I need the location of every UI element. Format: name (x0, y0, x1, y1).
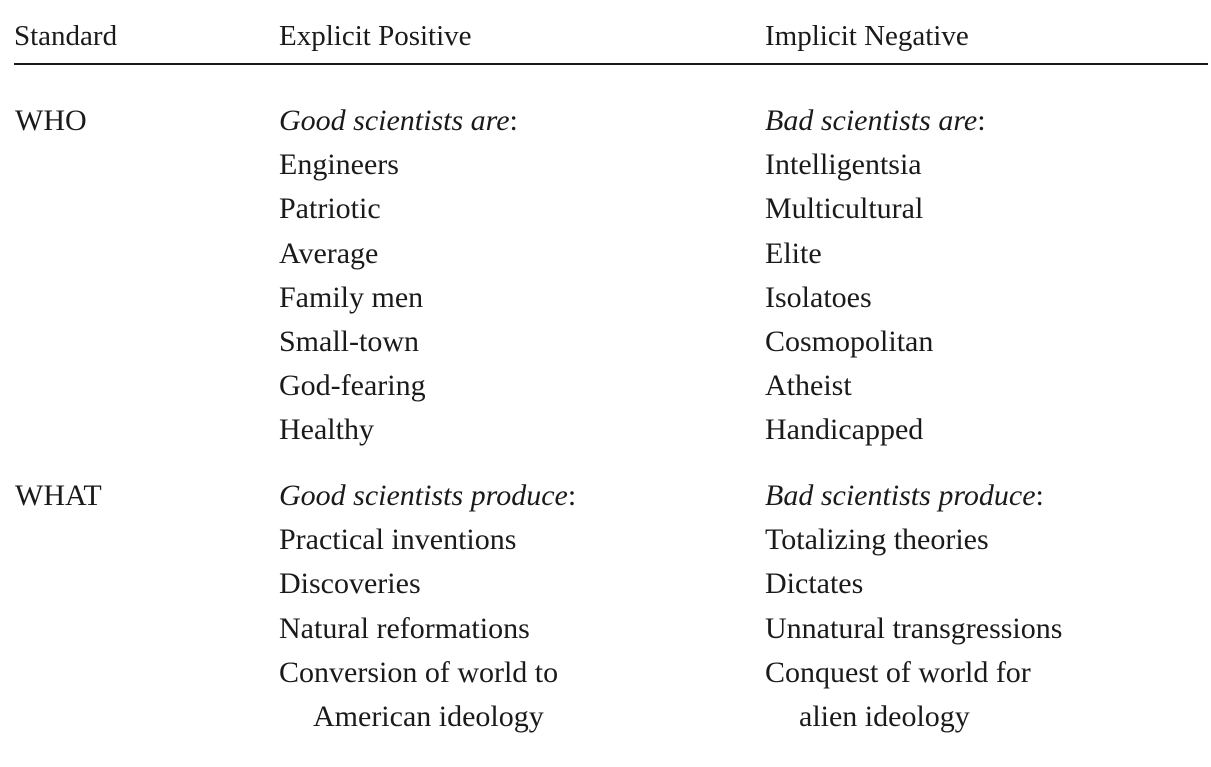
list-item: Discoveries (279, 567, 421, 601)
list-item: God-fearing (279, 369, 426, 403)
who-positive-heading-text: Good scientists are (279, 104, 510, 137)
who-negative-heading-text: Bad scientists are (765, 104, 978, 137)
who-positive-column: Good scientists are: Engineers Patriotic… (279, 99, 518, 453)
list-item: Dictates (765, 567, 864, 601)
who-negative-column: Bad scientists are: Intelligentsia Multi… (765, 99, 986, 453)
list-item: Family men (279, 280, 424, 314)
what-positive-heading-text: Good scientists produce (279, 479, 568, 512)
header-implicit-negative: Implicit Negative (765, 20, 969, 52)
list-item: Totalizing theories (765, 523, 989, 557)
list-item: Healthy (279, 413, 374, 447)
who-negative-heading: Bad scientists are: (765, 104, 986, 137)
list-item: Cosmopolitan (765, 324, 934, 358)
list-item: Elite (765, 236, 822, 270)
standard-label-who: WHO (15, 104, 87, 137)
list-item-continuation: alien ideology (799, 699, 970, 733)
what-positive-heading: Good scientists produce: (279, 479, 577, 512)
list-item: Multicultural (765, 192, 924, 226)
header-explicit-positive: Explicit Positive (279, 20, 472, 52)
list-item: Engineers (279, 148, 399, 182)
what-negative-heading: Bad scientists produce: (765, 479, 1044, 512)
list-item: Atheist (765, 369, 852, 403)
standard-label-what: WHAT (15, 479, 102, 512)
list-item: Natural reformations (279, 611, 530, 645)
list-item-continuation: American ideology (313, 699, 544, 733)
what-negative-heading-text: Bad scientists produce (765, 479, 1036, 512)
list-item: Conquest of world for (765, 655, 1031, 689)
list-item: Practical inventions (279, 523, 517, 557)
header-rule (14, 63, 1208, 65)
who-positive-heading: Good scientists are: (279, 104, 518, 137)
what-negative-column: Bad scientists produce: Totalizing theor… (765, 474, 1062, 739)
list-item: Isolatoes (765, 280, 872, 314)
list-item: Handicapped (765, 413, 924, 447)
list-item: Patriotic (279, 192, 381, 226)
list-item: Unnatural transgressions (765, 611, 1063, 645)
header-standard: Standard (14, 20, 118, 52)
list-item: Intelligentsia (765, 148, 922, 182)
list-item: Average (279, 236, 379, 270)
list-item: Small-town (279, 324, 419, 358)
what-positive-column: Good scientists produce: Practical inven… (279, 474, 576, 739)
list-item: Conversion of world to (279, 655, 559, 689)
